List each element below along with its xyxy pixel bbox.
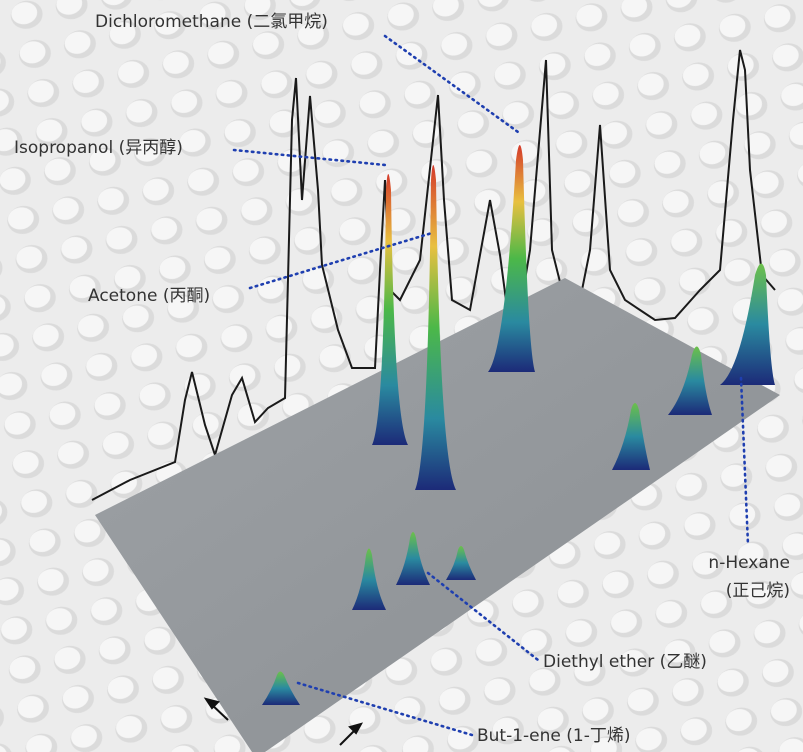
leader-line	[232, 148, 387, 167]
peak	[415, 165, 456, 490]
leader-line	[739, 376, 750, 547]
chromatogram-trace	[91, 49, 776, 501]
leader-line	[296, 681, 474, 737]
label: Dichloromethane (二氯甲烷)	[95, 12, 328, 32]
peak	[396, 532, 430, 585]
peak	[262, 671, 300, 705]
peak	[352, 548, 386, 610]
label: (正己烷)	[726, 581, 790, 601]
peak	[612, 403, 650, 470]
peak	[488, 145, 535, 372]
peak	[446, 546, 476, 580]
peak	[372, 174, 408, 445]
label: Acetone (丙酮)	[88, 286, 210, 306]
label: Diethyl ether (乙醚)	[543, 652, 707, 672]
label: Isopropanol (异丙醇)	[14, 138, 183, 158]
leader-line	[426, 571, 540, 662]
peak	[720, 263, 775, 385]
label: n-Hexane	[708, 553, 790, 573]
label: But-1-ene (1-丁烯)	[477, 726, 631, 746]
peaks	[262, 145, 775, 705]
peak	[668, 346, 712, 415]
leader-line	[248, 231, 434, 290]
axis-arrows	[203, 697, 364, 746]
surface-plane	[95, 278, 780, 752]
leader-lines	[232, 34, 750, 737]
